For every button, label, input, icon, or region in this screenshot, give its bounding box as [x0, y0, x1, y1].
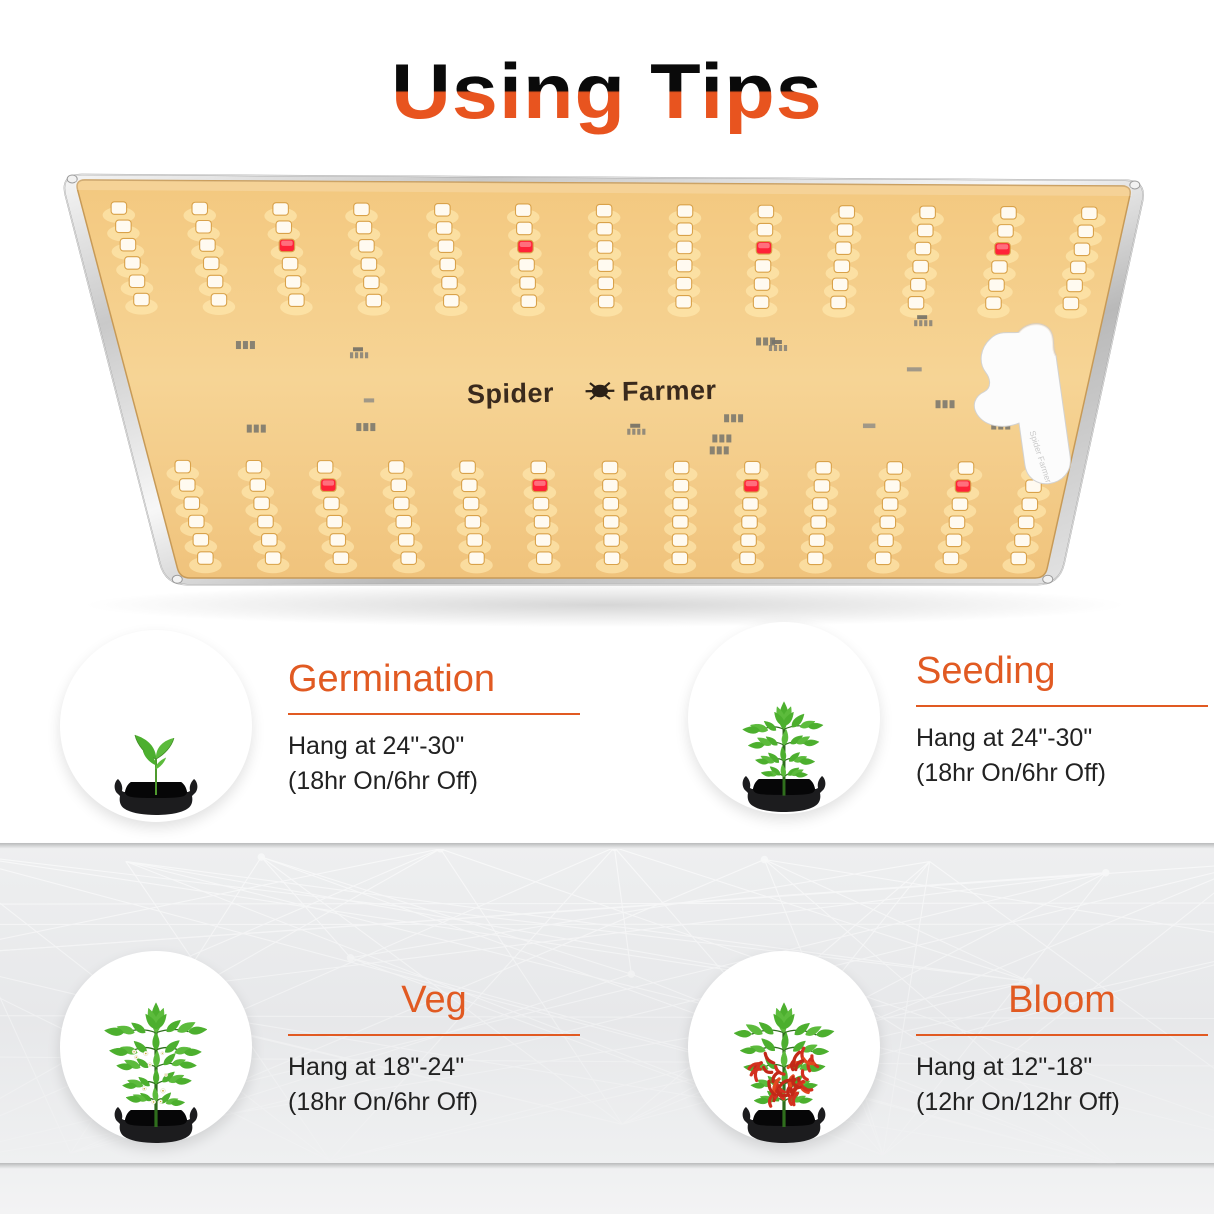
svg-text:Spider: Spider	[467, 378, 555, 410]
svg-text:Farmer: Farmer	[622, 375, 717, 407]
